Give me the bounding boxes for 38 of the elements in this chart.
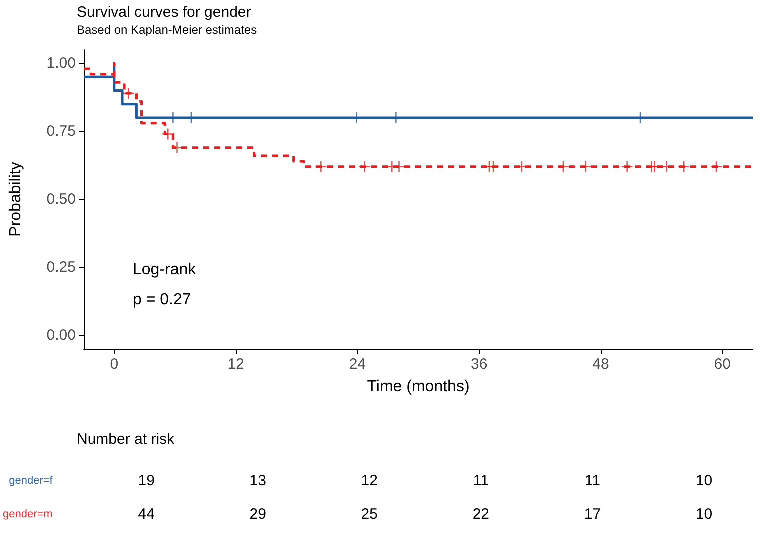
data-label: 25 xyxy=(361,506,378,523)
y-tick-label: 0.25 xyxy=(46,258,76,276)
data-label: 29 xyxy=(250,506,266,523)
x-tick-label: 36 xyxy=(470,356,488,373)
data-label: 13 xyxy=(250,472,266,490)
x-axis-title: Time (months) xyxy=(367,378,470,396)
y-tick-label: 0.50 xyxy=(46,191,76,208)
y-tick-label: 0.00 xyxy=(46,326,76,344)
point xyxy=(359,161,370,172)
annotation: p = 0.27 xyxy=(133,292,192,308)
annotation: Log-rank xyxy=(133,262,198,278)
chart-subtitle: Based on Kaplan-Meier estimates xyxy=(77,23,258,37)
x-tick-label: 48 xyxy=(592,356,610,373)
data-label: 11 xyxy=(473,472,489,490)
data-label: 22 xyxy=(472,506,490,523)
y-tick-label: 0.75 xyxy=(46,123,76,140)
chart-title: Number at risk xyxy=(77,431,176,448)
point xyxy=(172,142,183,154)
data-label: 10 xyxy=(696,472,713,490)
y-tick-label: gender=m xyxy=(2,508,53,520)
point xyxy=(316,161,327,172)
data-label: 17 xyxy=(584,506,602,523)
data-label: 44 xyxy=(138,506,155,523)
x-tick-label: 0 xyxy=(110,356,119,373)
y-tick-label: 1.00 xyxy=(46,55,76,72)
y-axis-title: Probability xyxy=(8,162,24,237)
x-tick-label: 60 xyxy=(714,356,731,373)
point xyxy=(622,161,633,172)
data-label: 10 xyxy=(696,506,713,523)
y-tick-label: gender=f xyxy=(9,474,54,487)
x-tick-label: 24 xyxy=(349,356,366,373)
data-label: 12 xyxy=(361,472,378,490)
x-tick-label: 12 xyxy=(228,356,244,373)
data-label: 19 xyxy=(138,472,155,490)
point xyxy=(580,161,592,172)
point xyxy=(162,128,174,140)
data-label: 11 xyxy=(584,472,600,490)
chart-title: Survival curves for gender xyxy=(77,4,252,21)
